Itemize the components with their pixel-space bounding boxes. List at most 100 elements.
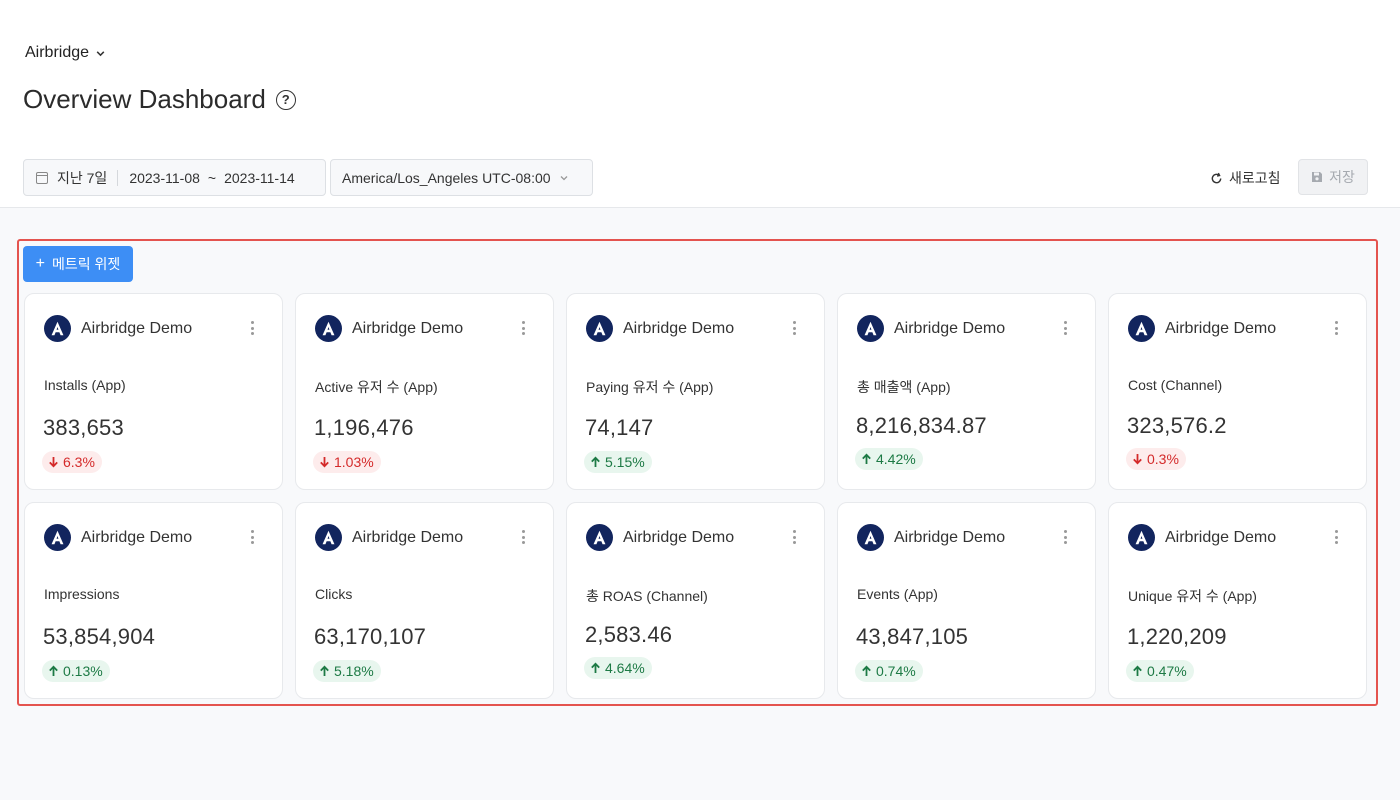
more-options-icon[interactable] [247, 319, 257, 337]
metric-widget-card[interactable]: Airbridge Demo Clicks 63,170,107 5.18% [295, 502, 554, 699]
widget-metric-value: 63,170,107 [314, 624, 427, 649]
more-options-icon[interactable] [1060, 319, 1070, 337]
widget-header: Airbridge Demo [857, 315, 1005, 342]
widget-app-name: Airbridge Demo [623, 528, 735, 546]
change-value: 0.13% [63, 663, 103, 679]
widget-metric-name: Impressions [44, 586, 120, 602]
date-preset: 지난 7일 [57, 169, 108, 186]
change-badge: 5.18% [313, 660, 381, 682]
widget-metric-value: 1,220,209 [1127, 624, 1227, 649]
question-circle-icon[interactable]: ? [275, 89, 296, 110]
widget-metric-value: 8,216,834.87 [856, 413, 987, 438]
widget-metric-name: Events (App) [857, 586, 938, 602]
widget-header: Airbridge Demo [1128, 524, 1276, 551]
metric-widget-card[interactable]: Airbridge Demo Impressions 53,854,904 0.… [24, 502, 283, 699]
widget-metric-name: Unique 유저 수 (App) [1128, 588, 1257, 604]
widget-header: Airbridge Demo [857, 524, 1005, 551]
widget-app-name: Airbridge Demo [1165, 528, 1277, 546]
widget-header: Airbridge Demo [315, 524, 463, 551]
change-value: 0.3% [1147, 451, 1179, 467]
metric-widget-card[interactable]: Airbridge Demo 총 ROAS (Channel) 2,583.46… [566, 502, 825, 699]
airbridge-logo-icon [586, 315, 613, 342]
date-start: 2023-11-08 [129, 169, 200, 186]
airbridge-logo-icon [315, 315, 342, 342]
more-options-icon[interactable] [1331, 528, 1341, 546]
arrow-down-icon [320, 457, 329, 468]
more-options-icon[interactable] [1331, 319, 1341, 337]
widget-app-name: Airbridge Demo [623, 319, 735, 337]
arrow-up-icon [862, 665, 871, 676]
change-value: 4.42% [876, 451, 916, 467]
more-options-icon[interactable] [789, 528, 799, 546]
save-button[interactable]: 저장 [1298, 159, 1368, 195]
metric-widget-card[interactable]: Airbridge Demo Events (App) 43,847,105 0… [837, 502, 1096, 699]
more-options-icon[interactable] [789, 319, 799, 337]
widget-header: Airbridge Demo [586, 315, 734, 342]
widget-app-name: Airbridge Demo [352, 319, 464, 337]
widget-metric-name: Installs (App) [44, 377, 126, 393]
widget-metric-value: 1,196,476 [314, 415, 414, 440]
date-range-picker[interactable]: 지난 7일 2023-11-08 ~ 2023-11-14 [23, 159, 326, 196]
add-metric-widget-label: 메트릭 위젯 [52, 256, 121, 272]
metric-widget-card[interactable]: Airbridge Demo Cost (Channel) 323,576.2 … [1108, 293, 1367, 490]
date-separator: ~ [207, 169, 217, 186]
widget-app-name: Airbridge Demo [81, 319, 193, 337]
change-value: 5.15% [605, 454, 645, 470]
widget-metric-name: Paying 유저 수 (App) [586, 379, 714, 395]
widget-metric-name: 총 매출액 (App) [857, 379, 951, 395]
refresh-icon [1211, 172, 1222, 183]
airbridge-logo-icon [857, 315, 884, 342]
arrow-down-icon [49, 457, 58, 468]
arrow-up-icon [49, 665, 58, 676]
arrow-up-icon [862, 453, 871, 464]
app-switcher[interactable]: Airbridge [25, 44, 106, 62]
change-value: 0.74% [876, 663, 916, 679]
change-badge: 0.47% [1126, 660, 1194, 682]
metric-widget-card[interactable]: Airbridge Demo 총 매출액 (App) 8,216,834.87 … [837, 293, 1096, 490]
change-badge: 0.13% [42, 660, 110, 682]
title-row: Overview Dashboard ? [23, 84, 296, 115]
highlight-frame [17, 239, 1378, 706]
change-value: 0.47% [1147, 663, 1187, 679]
widget-header: Airbridge Demo [1128, 315, 1276, 342]
change-badge: 6.3% [42, 451, 102, 473]
add-metric-widget-button[interactable]: + 메트릭 위젯 [23, 246, 133, 282]
metric-widget-card[interactable]: Airbridge Demo Active 유저 수 (App) 1,196,4… [295, 293, 554, 490]
chevron-down-icon [560, 175, 568, 180]
airbridge-logo-icon [1128, 315, 1155, 342]
arrow-down-icon [1133, 454, 1142, 465]
change-value: 4.64% [605, 660, 645, 676]
more-options-icon[interactable] [1060, 528, 1070, 546]
airbridge-logo-icon [586, 524, 613, 551]
metric-widget-card[interactable]: Airbridge Demo Installs (App) 383,653 6.… [24, 293, 283, 490]
airbridge-logo-icon [44, 315, 71, 342]
airbridge-logo-icon [857, 524, 884, 551]
more-options-icon[interactable] [518, 319, 528, 337]
airbridge-logo-icon [315, 524, 342, 551]
floppy-disk-icon [1312, 172, 1323, 182]
widget-header: Airbridge Demo [44, 315, 192, 342]
refresh-button[interactable]: 새로고침 [1210, 168, 1281, 188]
widget-metric-value: 323,576.2 [1127, 413, 1227, 438]
widget-app-name: Airbridge Demo [81, 528, 193, 546]
change-value: 1.03% [334, 454, 374, 470]
widget-app-name: Airbridge Demo [894, 528, 1006, 546]
widget-app-name: Airbridge Demo [1165, 319, 1277, 337]
change-badge: 4.42% [855, 448, 923, 470]
timezone-select[interactable]: America/Los_Angeles UTC-08:00 [330, 159, 593, 196]
widget-grid: Airbridge Demo Installs (App) 383,653 6.… [24, 293, 1367, 699]
save-label: 저장 [1329, 169, 1355, 185]
widget-app-name: Airbridge Demo [352, 528, 464, 546]
widget-metric-name: Active 유저 수 (App) [315, 379, 438, 395]
widget-metric-value: 2,583.46 [585, 622, 673, 647]
timezone-value: America/Los_Angeles UTC-08:00 [342, 169, 551, 186]
widget-header: Airbridge Demo [586, 524, 734, 551]
widget-metric-name: Cost (Channel) [1128, 377, 1223, 393]
calendar-icon [36, 171, 48, 184]
more-options-icon[interactable] [518, 528, 528, 546]
metric-widget-card[interactable]: Airbridge Demo Paying 유저 수 (App) 74,147 … [566, 293, 825, 490]
metric-widget-card[interactable]: Airbridge Demo Unique 유저 수 (App) 1,220,2… [1108, 502, 1367, 699]
more-options-icon[interactable] [247, 528, 257, 546]
chevron-down-icon [96, 50, 105, 56]
arrow-up-icon [591, 662, 600, 673]
